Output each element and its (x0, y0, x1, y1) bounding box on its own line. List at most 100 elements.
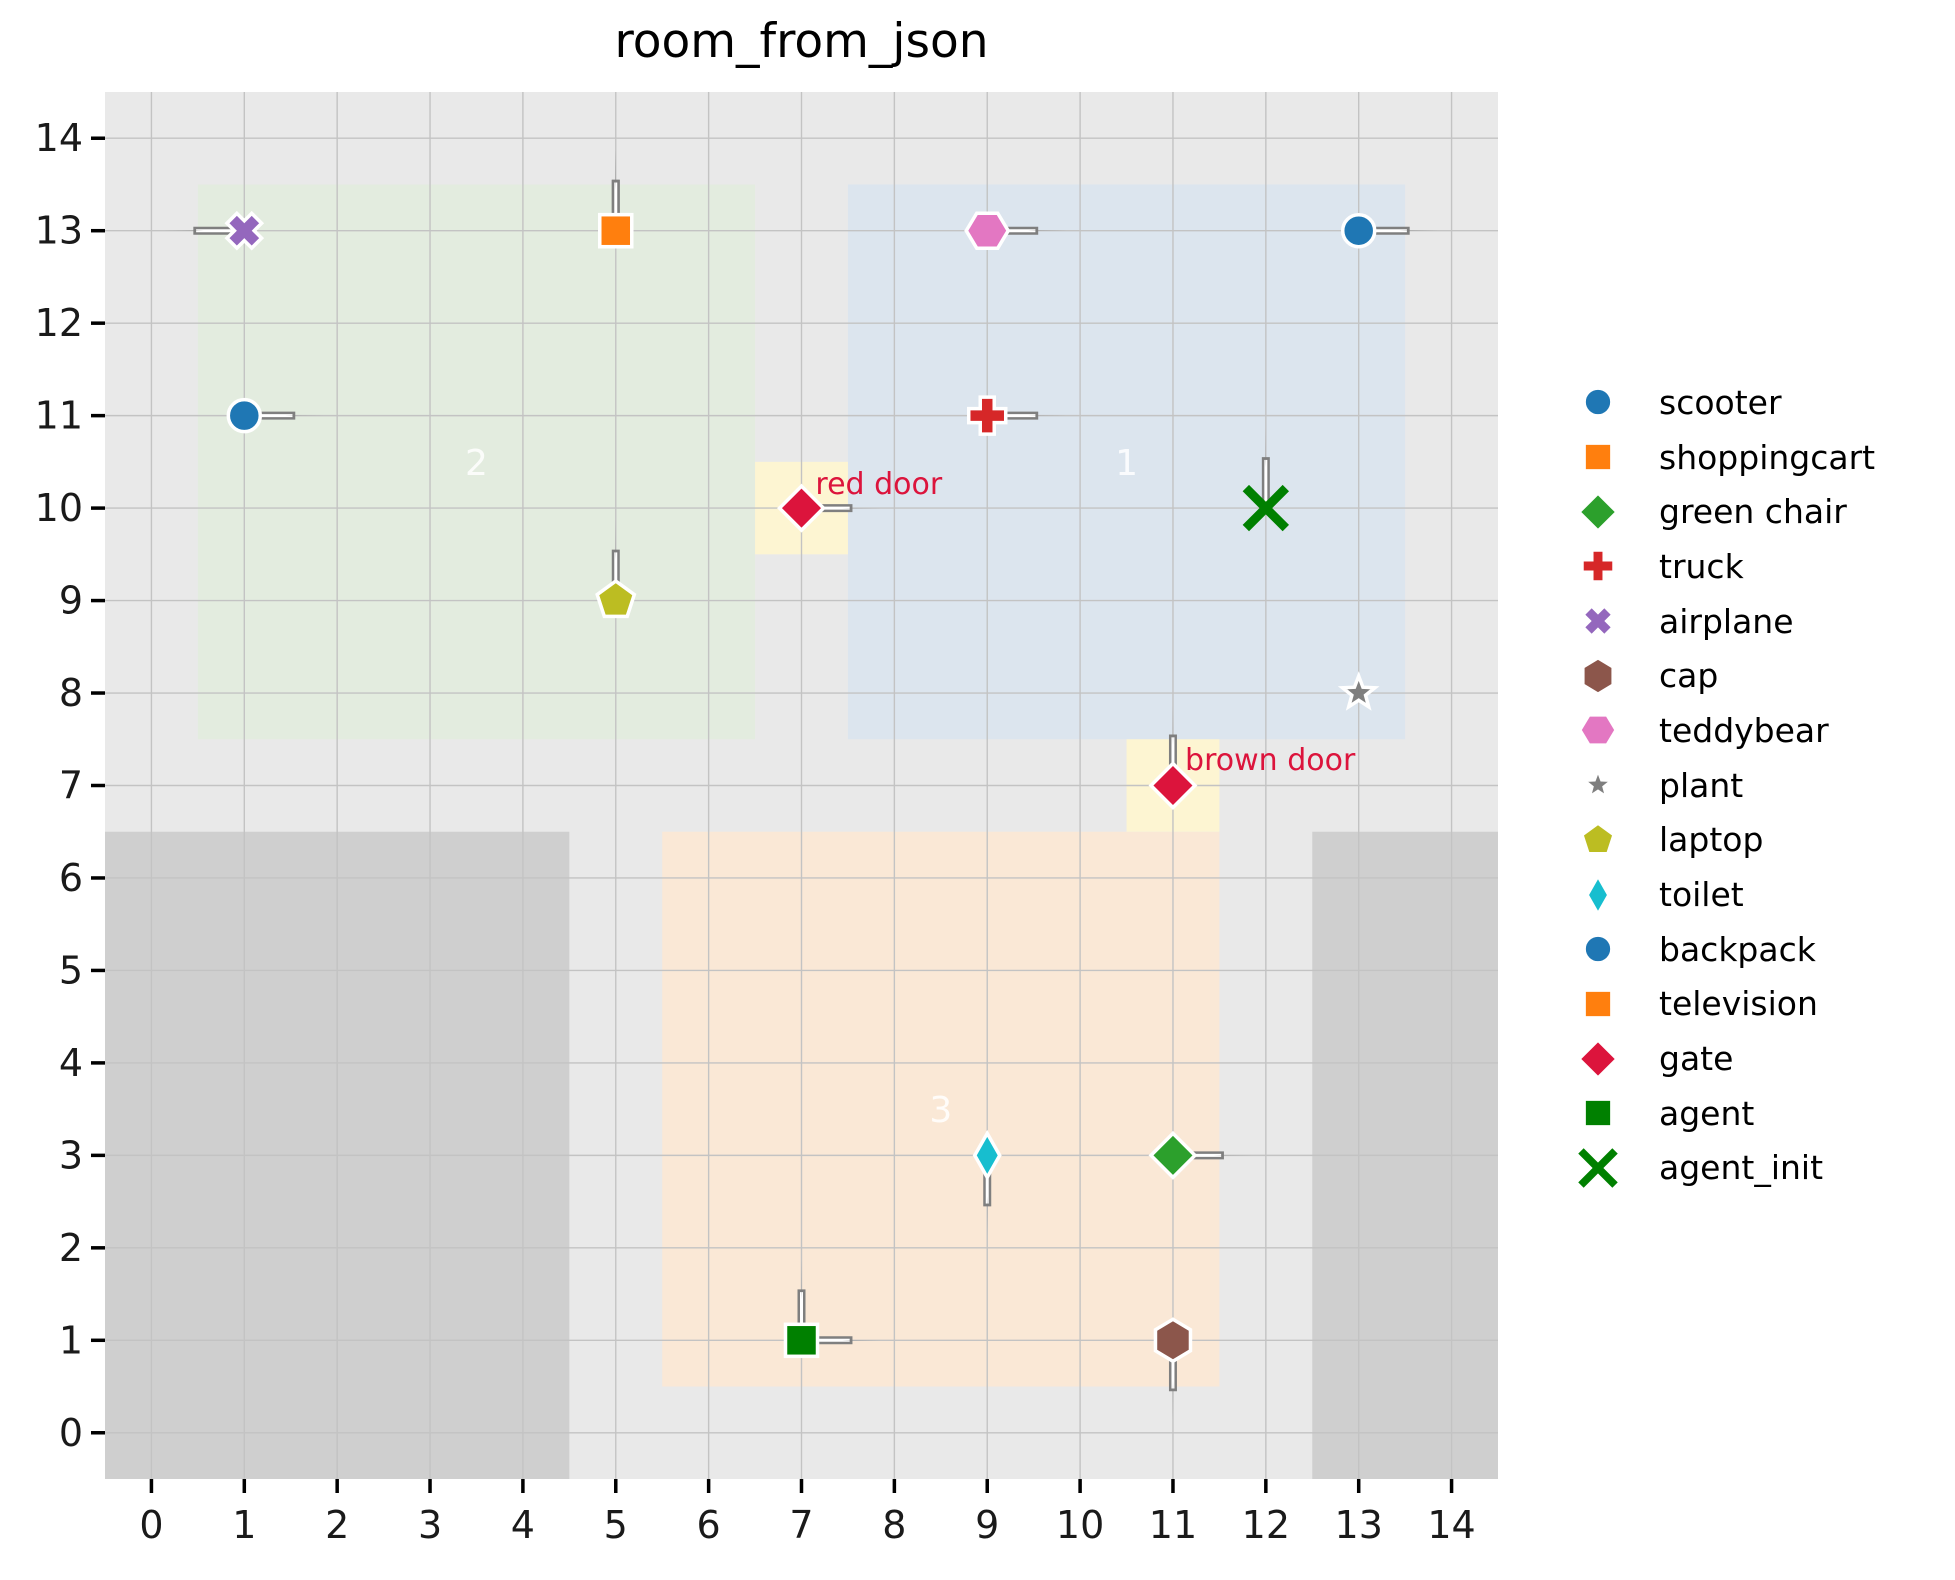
marker-truck (966, 395, 1008, 436)
door-label-1: brown door (1185, 743, 1356, 778)
y-tick-label-2: 2 (59, 1226, 83, 1270)
green-chair-shape (1148, 1130, 1198, 1180)
legend-label: plant (1659, 765, 1744, 805)
legend-marker-hexagon-h-icon (1578, 714, 1618, 747)
x-tick-label-12: 12 (1242, 1503, 1290, 1547)
cap-shape (1153, 1317, 1193, 1364)
legend-marker-shape (1582, 387, 1614, 418)
y-tick-label-7: 7 (59, 764, 83, 808)
marker-cap (1153, 1317, 1193, 1364)
legend-label: television (1659, 984, 1818, 1024)
legend-marker-circle-icon (1582, 387, 1614, 418)
legend-marker-thin-diamond-icon (1585, 872, 1611, 917)
y-tick-label-0: 0 (59, 1411, 83, 1455)
marker-laptop (595, 578, 637, 619)
legend-label: backpack (1659, 929, 1816, 969)
x-tick-label-9: 9 (975, 1503, 999, 1547)
toilet-shape (972, 1129, 1002, 1181)
marker-plant (1337, 671, 1380, 711)
legend-marker-shape (1582, 934, 1614, 965)
legend-marker-plus-icon (1580, 549, 1616, 584)
door-label-0: red door (815, 467, 942, 502)
y-tick-label-14: 14 (35, 116, 83, 160)
chart-title: room_from_json (614, 14, 989, 69)
legend-label: agent_init (1659, 1148, 1824, 1188)
truck-shape (966, 395, 1008, 436)
legend-label: truck (1659, 546, 1744, 586)
legend-item-scooter: scooter (1575, 375, 1875, 430)
legend-marker-shape (1580, 549, 1616, 584)
legend-marker-x-filled-icon (1581, 604, 1615, 638)
region-label-1: 1 (1115, 443, 1138, 484)
marker-backpack (1340, 212, 1377, 249)
agent-shape (783, 1322, 820, 1359)
legend-item-plant: plant (1575, 758, 1875, 813)
x-tick-label-6: 6 (697, 1503, 721, 1547)
y-tick-label-13: 13 (35, 209, 83, 253)
marker-scooter (226, 397, 263, 434)
marker-toilet (972, 1129, 1002, 1181)
legend-marker-shape (1585, 872, 1611, 917)
legend: scooter shoppingcart green chair truck airpl… (1575, 375, 1875, 1195)
marker-agent (783, 1322, 820, 1359)
agent_init-shape (1242, 484, 1290, 532)
legend-marker-square-icon (1582, 1098, 1614, 1129)
legend-marker-pentagon-icon (1580, 821, 1616, 855)
y-tick-label-4: 4 (59, 1041, 83, 1085)
legend-label: shoppingcart (1659, 437, 1876, 477)
legend-marker-shape (1577, 1037, 1619, 1080)
y-tick-label-8: 8 (59, 671, 83, 715)
legend-marker-shape (1580, 821, 1616, 855)
legend-item-shoppingcart: shoppingcart (1575, 430, 1875, 485)
x-tick-label-3: 3 (418, 1503, 442, 1547)
room-1 (847, 184, 1406, 740)
marker-television (598, 212, 634, 249)
legend-marker-shape (1580, 766, 1616, 801)
y-tick-label-11: 11 (35, 394, 83, 438)
x-tick-label-2: 2 (325, 1503, 349, 1547)
airplane-shape (224, 210, 265, 251)
legend-marker-diamond-icon (1577, 490, 1619, 533)
legend-item-laptop: laptop (1575, 813, 1875, 868)
legend-marker-star-icon (1580, 766, 1616, 801)
axis-ticks (91, 136, 1454, 1493)
room-3 (662, 831, 1220, 1387)
legend-marker-shape (1582, 988, 1614, 1020)
x-tick-label-11: 11 (1149, 1503, 1197, 1547)
x-tick-label-4: 4 (511, 1503, 535, 1547)
x-tick-label-8: 8 (882, 1503, 906, 1547)
plant-shape (1337, 671, 1380, 711)
legend-item-agent: agent (1575, 1086, 1875, 1141)
y-tick-label-6: 6 (59, 856, 83, 900)
legend-item-agent_init: agent_init (1575, 1141, 1875, 1196)
marker-teddybear (964, 211, 1011, 250)
legend-label: teddybear (1659, 710, 1829, 750)
y-tick-label-9: 9 (59, 579, 83, 623)
legend-item-teddybear: teddybear (1575, 703, 1875, 758)
y-tick-label-3: 3 (59, 1133, 83, 1177)
marker-airplane (224, 210, 265, 251)
marker-agent_init (1242, 484, 1290, 532)
legend-label: agent (1659, 1093, 1755, 1133)
region-label-3: 3 (929, 1090, 952, 1131)
backpack-shape (1340, 212, 1377, 249)
x-tick-label-13: 13 (1335, 1503, 1383, 1547)
y-tick-label-10: 10 (35, 486, 83, 530)
legend-label: gate (1659, 1039, 1734, 1079)
y-tick-label-5: 5 (59, 948, 83, 992)
y-tick-label-12: 12 (35, 301, 83, 345)
room-2 (197, 184, 756, 740)
laptop-shape (595, 578, 637, 619)
x-tick-label-1: 1 (232, 1503, 256, 1547)
legend-label: scooter (1659, 382, 1782, 422)
legend-marker-square-icon (1582, 441, 1614, 473)
legend-marker-shape (1578, 1148, 1618, 1188)
legend-marker-circle-icon (1582, 934, 1614, 965)
legend-marker-shape (1577, 490, 1619, 533)
legend-item-truck: truck (1575, 539, 1875, 594)
legend-marker-x-stroke-icon (1578, 1148, 1618, 1188)
legend-item-television: television (1575, 977, 1875, 1032)
x-tick-label-0: 0 (139, 1503, 163, 1547)
scooter-shape (226, 397, 263, 434)
